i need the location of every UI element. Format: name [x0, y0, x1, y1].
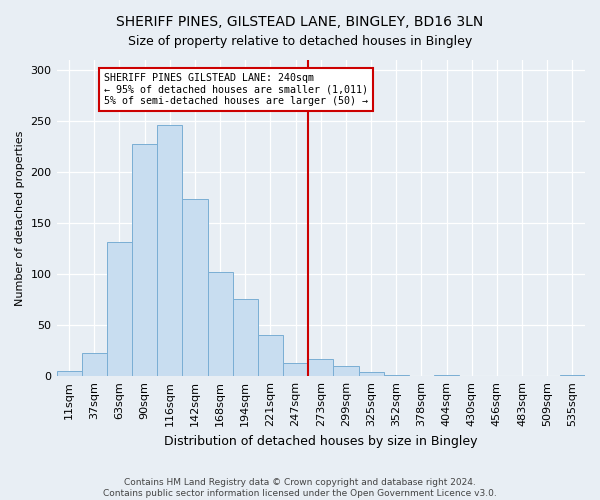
Bar — [334, 366, 359, 376]
Text: SHERIFF PINES GILSTEAD LANE: 240sqm
← 95% of detached houses are smaller (1,011): SHERIFF PINES GILSTEAD LANE: 240sqm ← 95… — [104, 74, 368, 106]
Bar — [208, 272, 233, 376]
Bar — [233, 298, 258, 376]
Bar — [383, 375, 409, 376]
Bar — [56, 371, 82, 376]
Bar — [308, 359, 334, 376]
Bar — [283, 363, 308, 376]
Bar — [258, 336, 283, 376]
Bar — [107, 242, 132, 376]
Bar — [434, 375, 459, 376]
Bar — [182, 198, 208, 376]
Text: Size of property relative to detached houses in Bingley: Size of property relative to detached ho… — [128, 35, 472, 48]
Bar — [157, 126, 182, 376]
Bar — [82, 352, 107, 376]
X-axis label: Distribution of detached houses by size in Bingley: Distribution of detached houses by size … — [164, 434, 478, 448]
Text: SHERIFF PINES, GILSTEAD LANE, BINGLEY, BD16 3LN: SHERIFF PINES, GILSTEAD LANE, BINGLEY, B… — [116, 15, 484, 29]
Text: Contains HM Land Registry data © Crown copyright and database right 2024.
Contai: Contains HM Land Registry data © Crown c… — [103, 478, 497, 498]
Bar — [132, 144, 157, 376]
Y-axis label: Number of detached properties: Number of detached properties — [15, 130, 25, 306]
Bar — [560, 375, 585, 376]
Bar — [359, 372, 383, 376]
